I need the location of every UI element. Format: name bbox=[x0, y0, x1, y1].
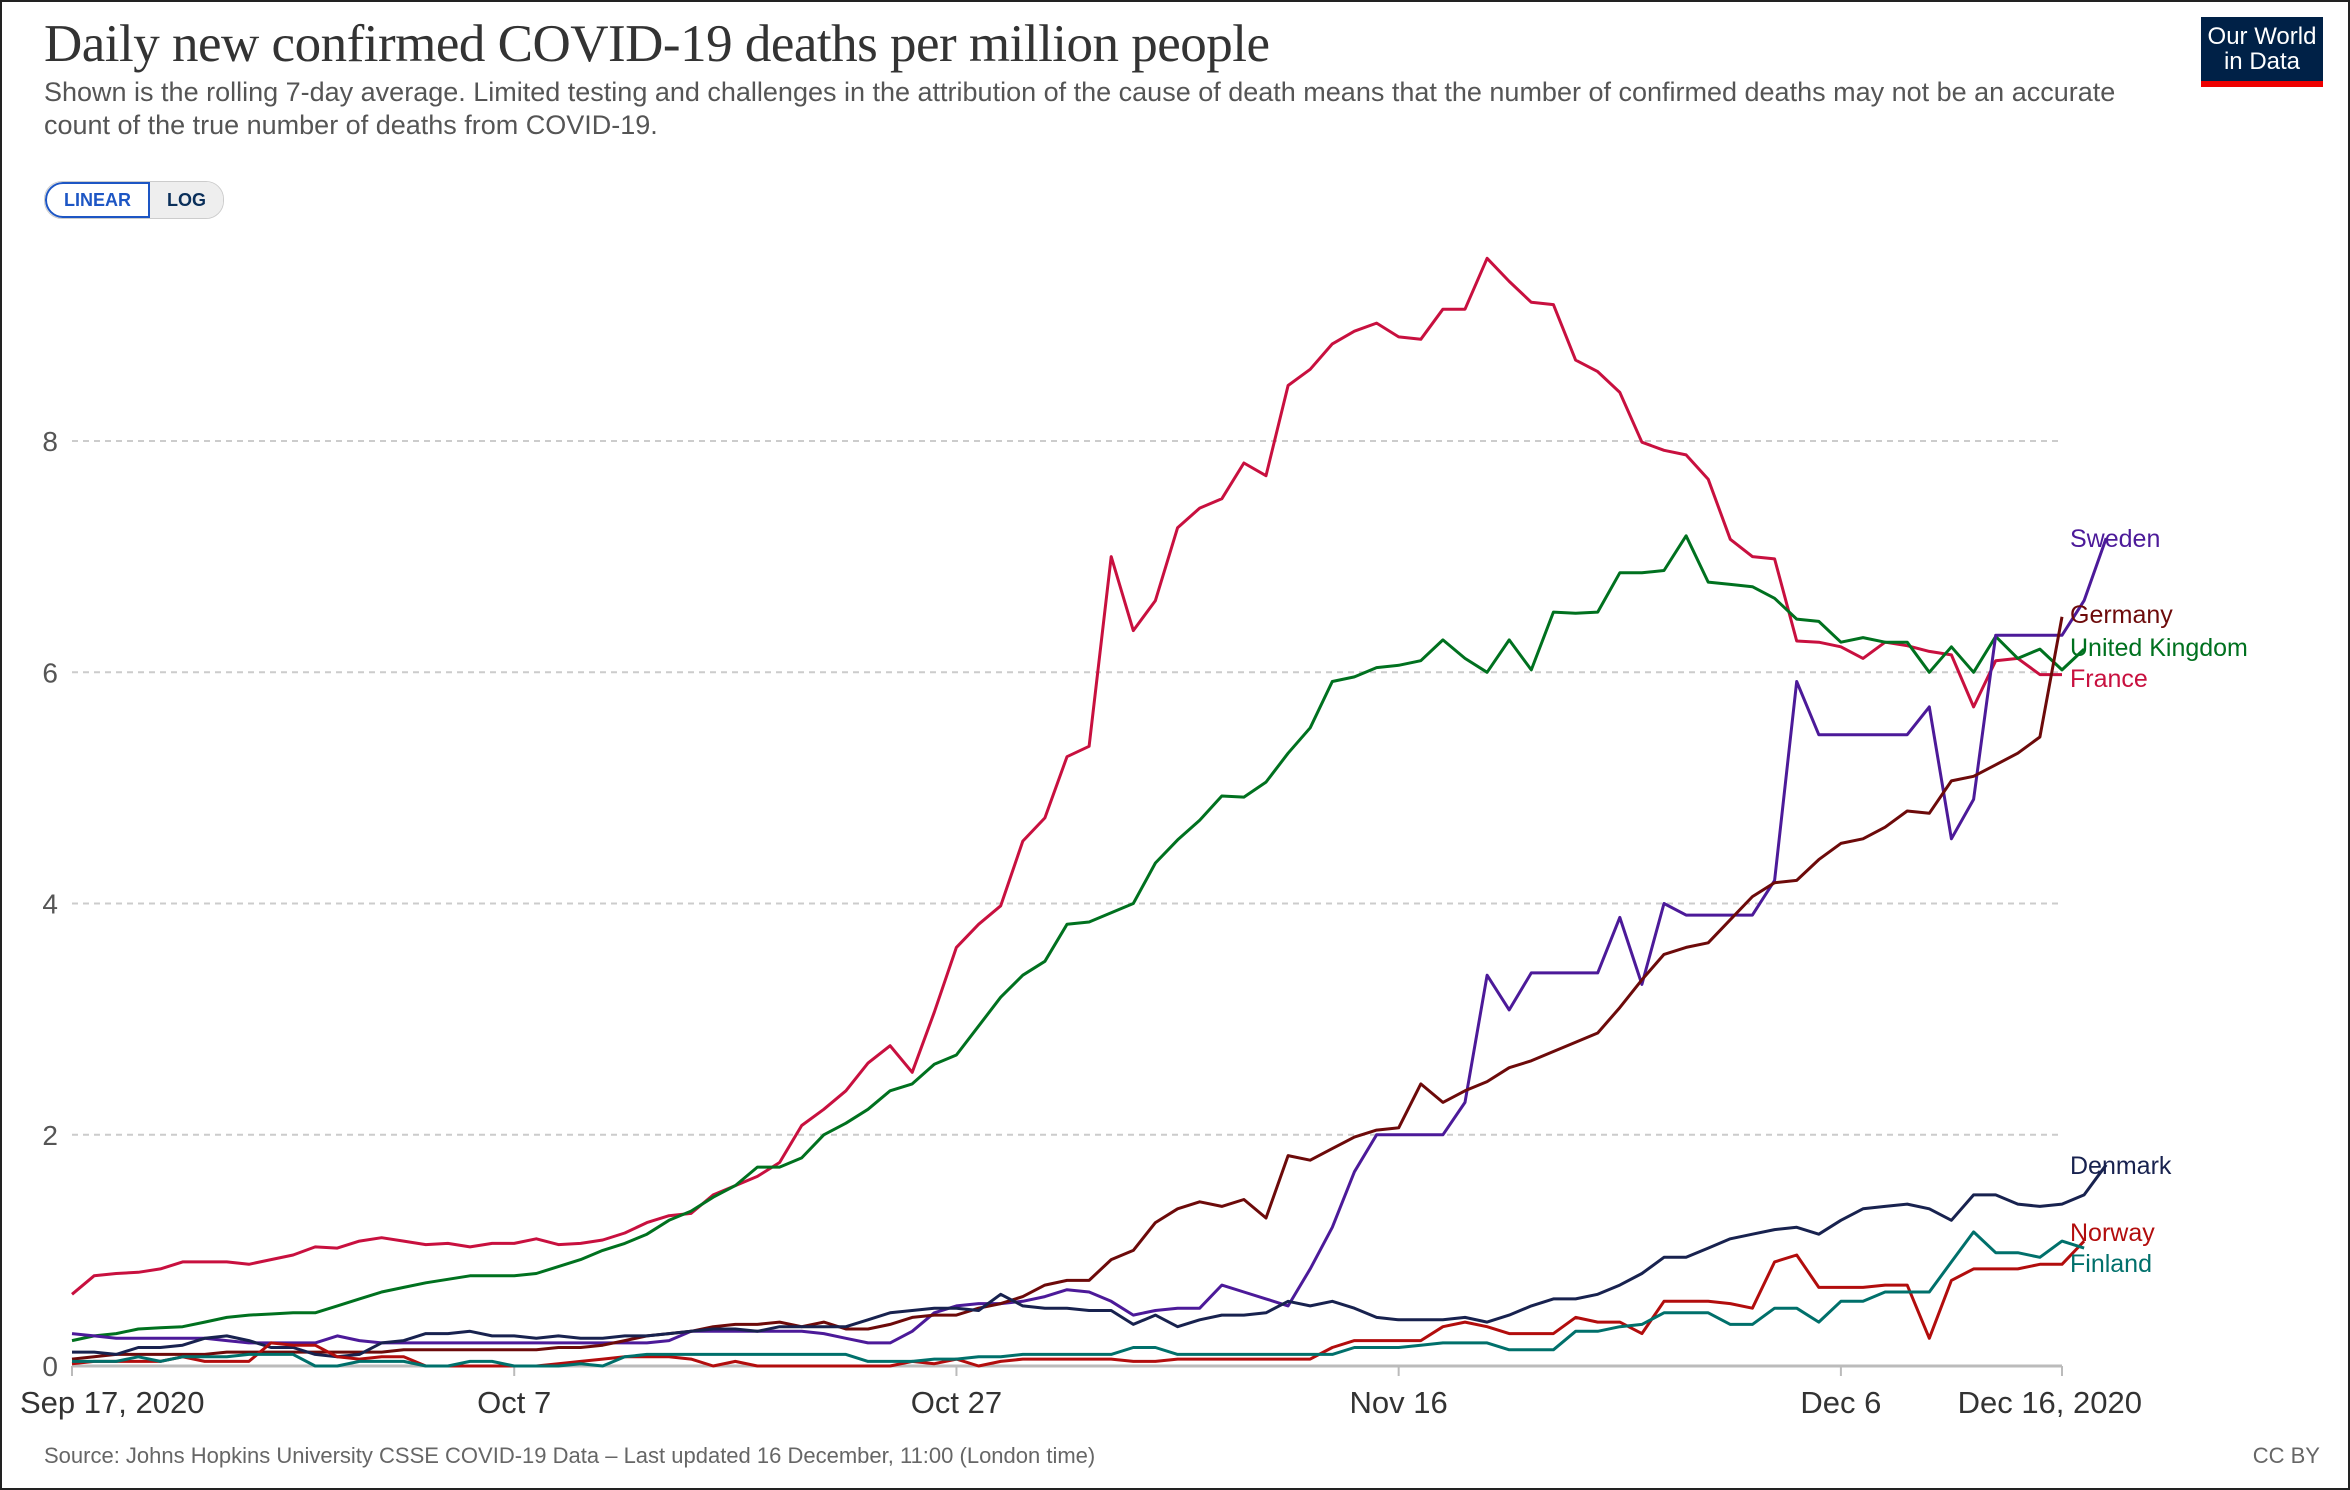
log-scale-button[interactable]: LOG bbox=[150, 182, 223, 218]
owid-logo[interactable]: Our World in Data bbox=[2201, 17, 2323, 87]
x-tick-label: Oct 27 bbox=[911, 1385, 1002, 1420]
x-tick-label: Dec 6 bbox=[1800, 1385, 1881, 1420]
logo-line-2: in Data bbox=[2223, 48, 2301, 75]
scale-toggle: LINEAR LOG bbox=[44, 181, 224, 219]
y-tick-label: 4 bbox=[42, 889, 58, 920]
series-label-sweden[interactable]: Sweden bbox=[2070, 525, 2160, 553]
chart-title: Daily new confirmed COVID-19 deaths per … bbox=[44, 15, 1270, 73]
series-line-sweden[interactable] bbox=[71, 537, 2108, 1345]
x-tick-label: Sep 17, 2020 bbox=[20, 1385, 204, 1420]
series-line-france[interactable] bbox=[71, 256, 2062, 1296]
source-note: Source: Johns Hopkins University CSSE CO… bbox=[44, 1443, 1096, 1468]
logo-line-1: Our World bbox=[2207, 23, 2317, 50]
series-line-norway[interactable] bbox=[71, 1240, 2086, 1368]
series-label-norway[interactable]: Norway bbox=[2070, 1219, 2155, 1247]
series-label-denmark[interactable]: Denmark bbox=[2070, 1152, 2172, 1180]
series-line-germany[interactable] bbox=[71, 616, 2064, 1361]
series-label-germany[interactable]: Germany bbox=[2070, 601, 2173, 629]
linear-scale-button[interactable]: LINEAR bbox=[45, 182, 150, 218]
series-lines bbox=[71, 256, 2108, 1368]
y-axis-ticks: 0 2 4 6 8 bbox=[42, 426, 58, 1382]
chart-subtitle: Shown is the rolling 7-day average. Limi… bbox=[44, 77, 2116, 140]
y-tick-label: 8 bbox=[42, 426, 58, 457]
y-tick-label: 2 bbox=[42, 1120, 58, 1151]
series-labels: France United Kingdom Sweden Germany Denmark… bbox=[2070, 525, 2248, 1278]
logo-red-bar bbox=[2201, 81, 2323, 87]
x-tick-label: Oct 7 bbox=[477, 1385, 551, 1420]
series-label-finland[interactable]: Finland bbox=[2070, 1250, 2152, 1278]
series-line-united-kingdom[interactable] bbox=[71, 534, 2086, 1343]
series-line-finland[interactable] bbox=[72, 1230, 2085, 1368]
license-link[interactable]: CC BY bbox=[2252, 1443, 2320, 1468]
x-tick-label: Dec 16, 2020 bbox=[1958, 1385, 2142, 1420]
series-line-denmark[interactable] bbox=[72, 1163, 2108, 1359]
series-label-france[interactable]: France bbox=[2070, 665, 2148, 693]
y-tick-label: 0 bbox=[42, 1351, 58, 1382]
x-axis: Sep 17, 2020 Oct 7 Oct 27 Nov 16 Dec 6 Dec 16… bbox=[20, 1364, 2142, 1420]
x-tick-label: Nov 16 bbox=[1350, 1385, 1448, 1420]
y-tick-label: 6 bbox=[42, 657, 58, 688]
gridlines bbox=[72, 440, 2062, 1136]
series-label-united-kingdom[interactable]: United Kingdom bbox=[2070, 634, 2248, 662]
